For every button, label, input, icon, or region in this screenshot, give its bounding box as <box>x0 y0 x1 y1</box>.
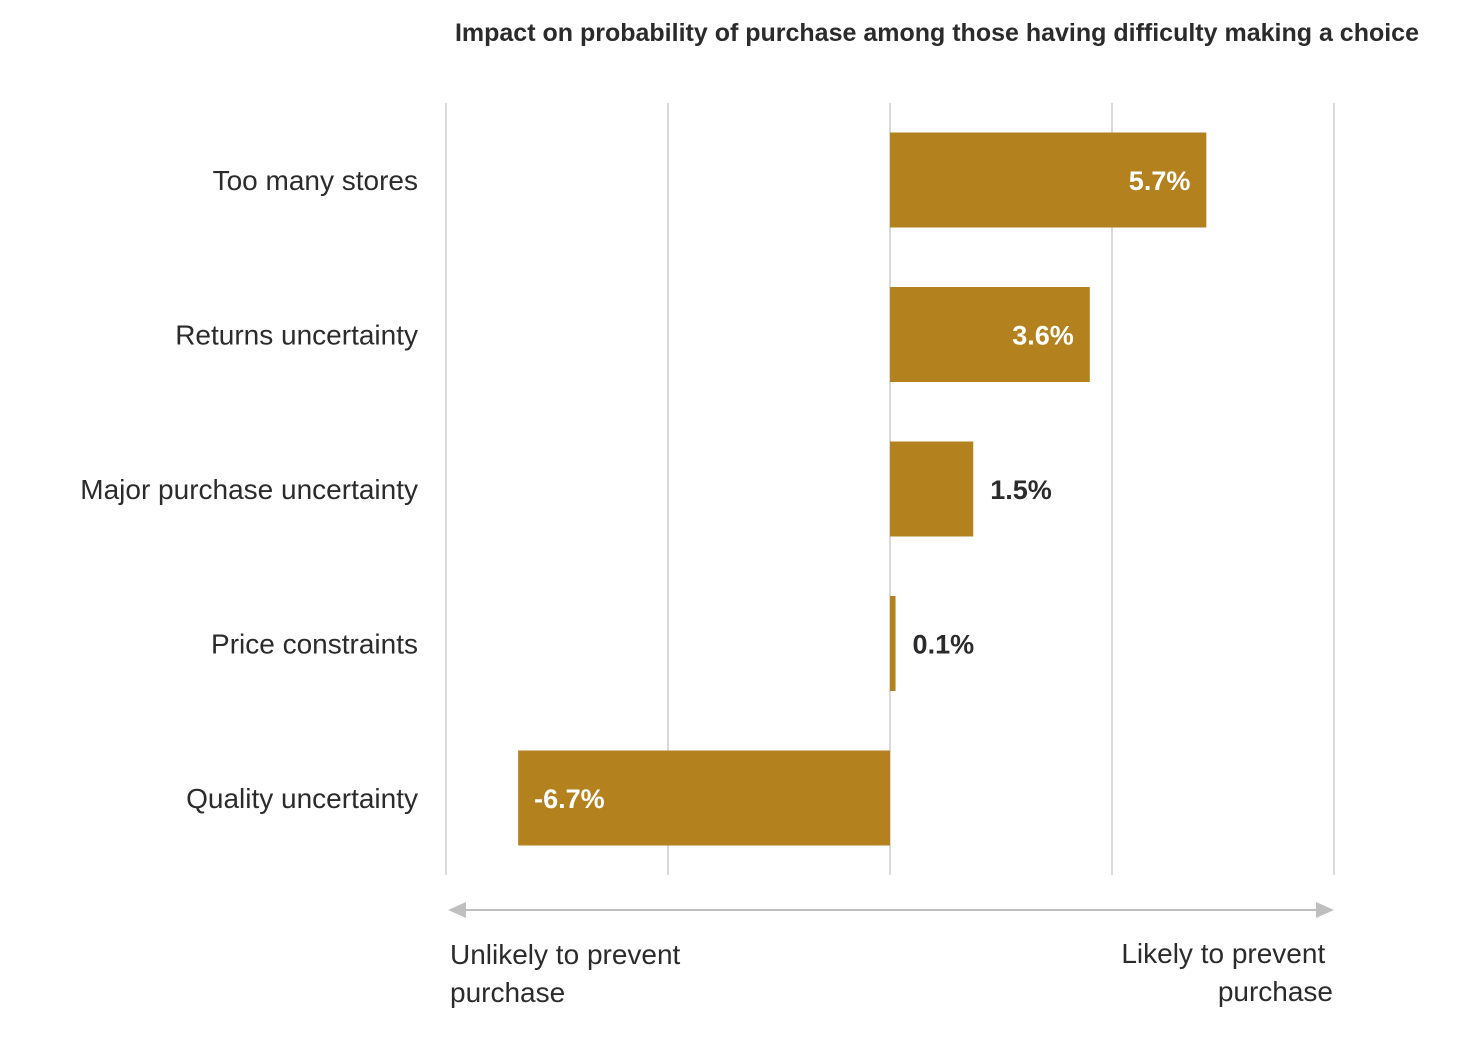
direction-arrow <box>448 902 1334 918</box>
category-labels: Too many stores Returns uncertainty Major … <box>80 165 418 814</box>
left-annotation-line-1: Unlikely to prevent <box>450 939 681 970</box>
left-annotation-line-2: purchase <box>450 977 565 1008</box>
category-label-2: Major purchase uncertainty <box>80 474 418 505</box>
category-label-0: Too many stores <box>213 165 418 196</box>
category-label-3: Price constraints <box>211 629 418 660</box>
category-label-1: Returns uncertainty <box>175 320 418 351</box>
value-label-2: 1.5% <box>990 475 1052 505</box>
left-annotation: Unlikely to prevent purchase <box>450 939 688 1008</box>
arrow-left-head <box>448 902 466 918</box>
right-annotation-line-2: purchase <box>1218 976 1333 1007</box>
bar-4 <box>518 750 890 846</box>
right-annotation: Likely to prevent purchase <box>1121 938 1333 1007</box>
category-label-4: Quality uncertainty <box>186 783 418 814</box>
bar-0 <box>890 132 1207 228</box>
bar-1 <box>890 287 1090 382</box>
value-labels: 5.7% 3.6% 1.5% 0.1% -6.7% <box>534 166 1190 814</box>
bars <box>518 132 1207 846</box>
chart-title: Impact on probability of purchase among … <box>455 19 1419 47</box>
value-label-4: -6.7% <box>534 784 605 814</box>
bar-3 <box>890 596 896 691</box>
value-label-0: 5.7% <box>1129 166 1191 196</box>
arrow-right-head <box>1316 902 1334 918</box>
bar-2 <box>890 441 974 537</box>
value-label-1: 3.6% <box>1012 321 1074 351</box>
value-label-3: 0.1% <box>913 630 975 660</box>
right-annotation-line-1: Likely to prevent <box>1121 938 1325 969</box>
